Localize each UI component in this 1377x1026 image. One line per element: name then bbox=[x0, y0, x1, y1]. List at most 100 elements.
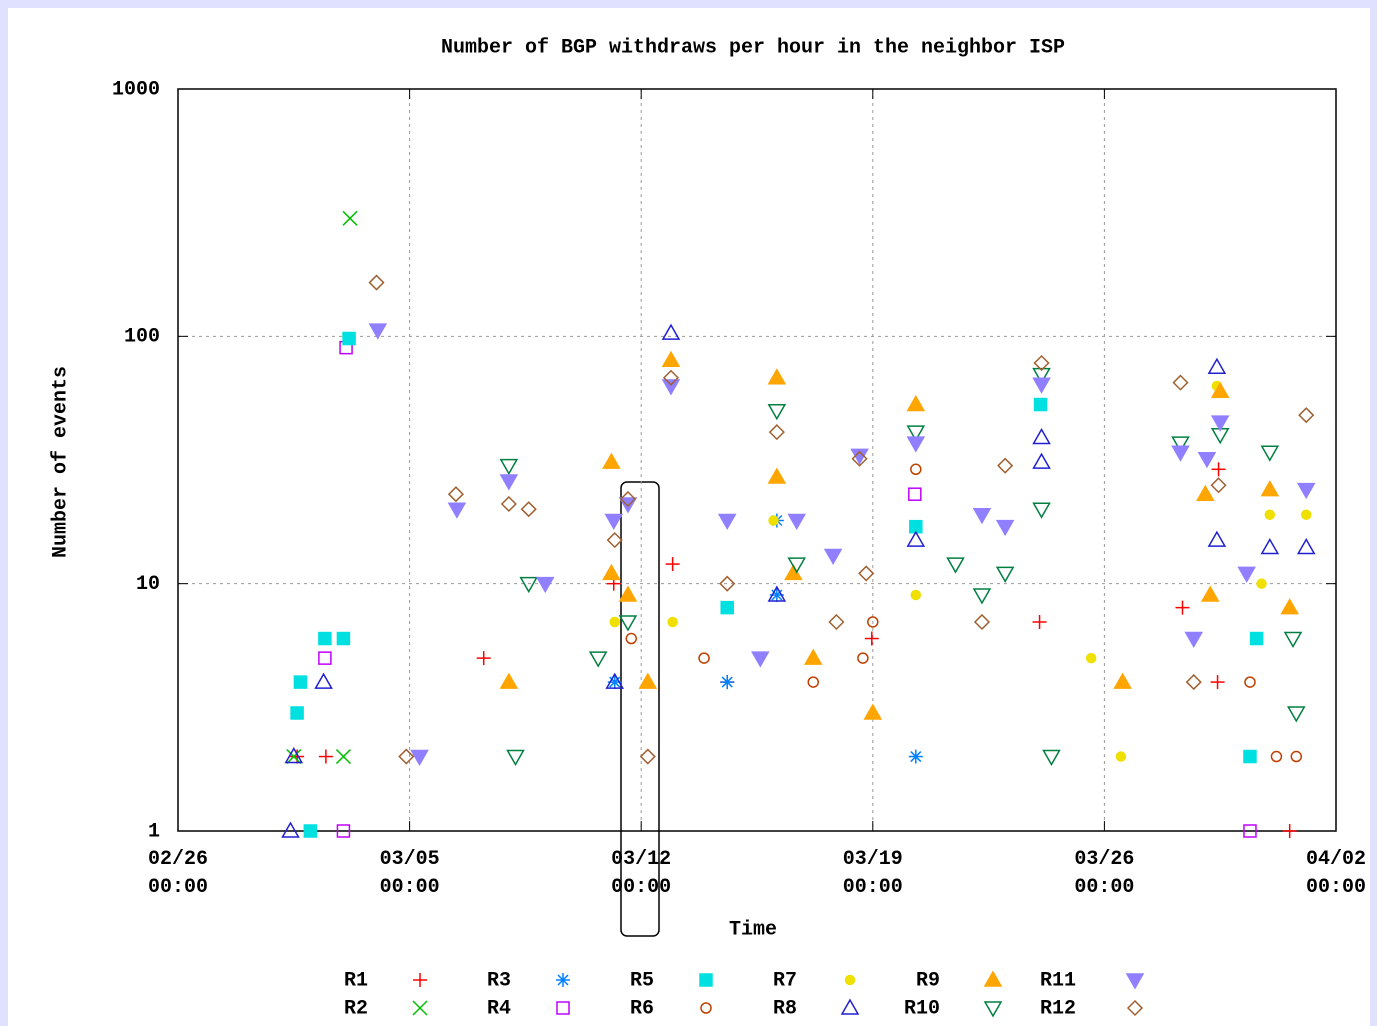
point bbox=[995, 519, 1015, 537]
point bbox=[1210, 675, 1225, 690]
marker-part bbox=[638, 672, 658, 689]
x-tick-label: 02/26 00:00 bbox=[147, 848, 208, 899]
point bbox=[1032, 452, 1051, 469]
point bbox=[618, 615, 638, 632]
marker-part bbox=[1032, 502, 1051, 519]
x-tick-label: 04/02 00:00 bbox=[1305, 848, 1366, 899]
point bbox=[1207, 530, 1227, 547]
point bbox=[1300, 509, 1312, 520]
marker-part bbox=[1237, 566, 1256, 583]
marker-part bbox=[336, 824, 351, 838]
legend-marker bbox=[983, 1001, 1003, 1018]
point bbox=[1210, 381, 1230, 398]
legend-marker bbox=[840, 998, 860, 1015]
point bbox=[665, 557, 680, 572]
marker-part bbox=[602, 452, 621, 469]
marker-part bbox=[1264, 509, 1276, 520]
point bbox=[906, 436, 926, 453]
marker-part bbox=[767, 467, 787, 484]
marker-part bbox=[520, 501, 537, 518]
point bbox=[604, 513, 624, 531]
legend-label: R1 bbox=[344, 969, 368, 992]
point bbox=[997, 457, 1014, 474]
point bbox=[995, 566, 1015, 583]
marker-part bbox=[840, 998, 860, 1015]
point bbox=[1113, 672, 1132, 689]
point bbox=[1042, 749, 1061, 767]
marker-part bbox=[823, 548, 843, 565]
marker-part bbox=[1185, 674, 1202, 691]
marker-part bbox=[1300, 509, 1312, 520]
point bbox=[520, 501, 537, 518]
point bbox=[290, 706, 304, 720]
marker-part bbox=[858, 565, 875, 582]
marker-part bbox=[910, 463, 922, 476]
point bbox=[602, 452, 621, 469]
point bbox=[908, 749, 923, 764]
point bbox=[1211, 462, 1226, 477]
point bbox=[1282, 824, 1297, 838]
marker-part bbox=[719, 575, 736, 592]
point bbox=[1243, 824, 1257, 838]
marker-part bbox=[906, 425, 926, 442]
marker-part bbox=[499, 672, 519, 689]
marker-part bbox=[556, 1001, 570, 1015]
marker-part bbox=[1296, 482, 1316, 500]
marker-part bbox=[721, 676, 733, 688]
marker-part bbox=[661, 350, 681, 368]
point bbox=[625, 632, 638, 645]
marker-part bbox=[906, 436, 926, 453]
marker-part bbox=[995, 519, 1015, 537]
marker-part bbox=[342, 210, 358, 226]
marker-part bbox=[784, 563, 803, 581]
marker-part bbox=[1171, 445, 1190, 462]
marker-part bbox=[335, 749, 351, 765]
marker-part bbox=[410, 749, 429, 767]
marker-part bbox=[767, 368, 787, 385]
marker-part bbox=[1260, 445, 1280, 462]
point bbox=[768, 424, 785, 441]
x-axis-label: Time bbox=[729, 918, 777, 941]
marker-part bbox=[1243, 824, 1257, 838]
marker-part bbox=[519, 576, 539, 594]
point bbox=[1032, 502, 1051, 519]
point bbox=[342, 210, 358, 226]
point bbox=[661, 323, 681, 340]
marker-part bbox=[639, 748, 656, 765]
point bbox=[1196, 484, 1215, 501]
point bbox=[867, 616, 879, 628]
marker-part bbox=[618, 585, 638, 602]
point bbox=[303, 824, 318, 838]
point bbox=[290, 749, 305, 764]
marker-part bbox=[314, 672, 333, 689]
point bbox=[281, 821, 300, 838]
marker-part bbox=[751, 651, 770, 668]
marker-part bbox=[910, 589, 922, 601]
point bbox=[768, 515, 779, 526]
marker-part bbox=[318, 631, 332, 646]
marker-part bbox=[1287, 706, 1306, 723]
x-tick-label: 03/05 00:00 bbox=[379, 848, 440, 899]
point bbox=[284, 747, 304, 764]
marker-part bbox=[863, 703, 883, 720]
point bbox=[639, 748, 656, 765]
marker-part bbox=[447, 486, 464, 503]
marker-part bbox=[787, 513, 806, 531]
marker-part bbox=[803, 648, 823, 665]
marker-part bbox=[906, 530, 926, 547]
x-tick-label: 03/26 00:00 bbox=[1074, 848, 1135, 899]
marker-part bbox=[661, 323, 681, 340]
point bbox=[605, 672, 625, 689]
marker-part bbox=[844, 974, 856, 986]
marker-part bbox=[767, 585, 787, 602]
point bbox=[1115, 751, 1127, 762]
point bbox=[661, 350, 681, 368]
marker-part bbox=[303, 824, 318, 838]
marker-part bbox=[1033, 397, 1048, 412]
point bbox=[1172, 374, 1189, 391]
legend-marker bbox=[556, 1001, 570, 1015]
legend-marker bbox=[1125, 973, 1145, 990]
point bbox=[293, 675, 308, 689]
point bbox=[662, 369, 680, 386]
marker-part bbox=[281, 821, 300, 838]
